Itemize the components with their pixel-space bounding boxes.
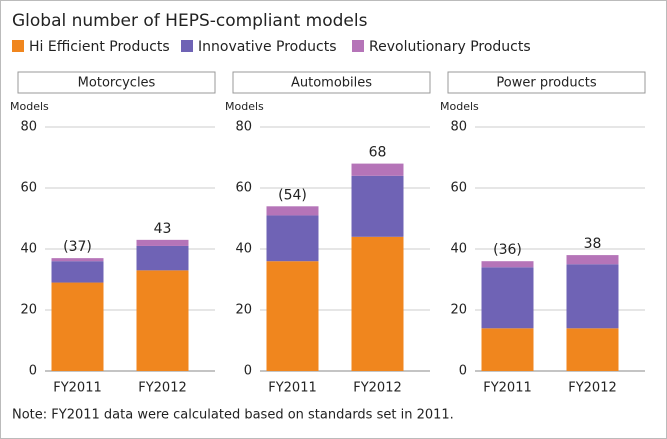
total-label: (54) — [278, 187, 307, 203]
y-tick-label: 0 — [244, 364, 252, 379]
bar-segment — [351, 236, 404, 371]
legend-swatch — [352, 40, 364, 52]
bar-segment — [566, 255, 619, 265]
bar-segment — [136, 239, 189, 246]
y-tick-label: 80 — [20, 120, 37, 135]
total-label: (36) — [493, 242, 522, 258]
bar-segment — [481, 261, 534, 268]
legend-swatch — [181, 40, 193, 52]
bar-segment — [266, 215, 319, 262]
y-tick-label: 20 — [235, 303, 252, 318]
y-axis-label: Models — [225, 100, 264, 113]
total-label: (37) — [63, 239, 92, 255]
y-tick-label: 60 — [450, 181, 467, 196]
bar-segment — [481, 267, 534, 329]
bar-segment — [51, 261, 104, 283]
y-tick-label: 60 — [235, 181, 252, 196]
panel-header — [17, 71, 216, 94]
bar-segment — [566, 264, 619, 329]
x-tick-label: FY2011 — [268, 381, 317, 396]
bar-segment — [136, 270, 189, 371]
x-tick-label: FY2012 — [568, 381, 617, 396]
total-label: 43 — [154, 221, 172, 237]
y-axis-label: Models — [10, 100, 49, 113]
y-tick-label: 60 — [20, 181, 37, 196]
note: Note: FY2011 data were calculated based … — [12, 408, 454, 423]
total-label: 38 — [584, 236, 602, 252]
panel-header — [447, 71, 646, 94]
panel-header — [232, 71, 431, 94]
y-tick-label: 20 — [20, 303, 37, 318]
bar-segment — [566, 328, 619, 371]
y-axis-label: Models — [440, 100, 479, 113]
panel-title: Power products — [496, 76, 596, 91]
y-tick-label: 40 — [450, 242, 467, 257]
panel-title: Automobiles — [291, 76, 372, 91]
legend-label: Innovative Products — [198, 39, 336, 55]
x-tick-label: FY2012 — [138, 381, 187, 396]
bar-segment — [51, 258, 104, 262]
y-tick-label: 0 — [29, 364, 37, 379]
x-tick-label: FY2011 — [483, 381, 532, 396]
bar-segment — [136, 245, 189, 271]
legend-swatch — [12, 40, 24, 52]
x-tick-label: FY2012 — [353, 381, 402, 396]
y-tick-label: 40 — [235, 242, 252, 257]
total-label: 68 — [369, 145, 387, 161]
x-tick-label: FY2011 — [53, 381, 102, 396]
bar-segment — [51, 282, 104, 371]
legend-label: Revolutionary Products — [369, 39, 531, 55]
chart-title: Global number of HEPS-compliant models — [12, 11, 368, 31]
bar-segment — [481, 328, 534, 371]
bar-segment — [351, 175, 404, 237]
y-tick-label: 80 — [450, 120, 467, 135]
y-tick-label: 40 — [20, 242, 37, 257]
legend-label: Hi Efficient Products — [29, 39, 170, 55]
panel-title: Motorcycles — [78, 76, 156, 91]
bar-segment — [266, 261, 319, 371]
bar-segment — [351, 163, 404, 176]
y-tick-label: 80 — [235, 120, 252, 135]
y-tick-label: 20 — [450, 303, 467, 318]
y-tick-label: 0 — [459, 364, 467, 379]
bar-segment — [266, 206, 319, 216]
